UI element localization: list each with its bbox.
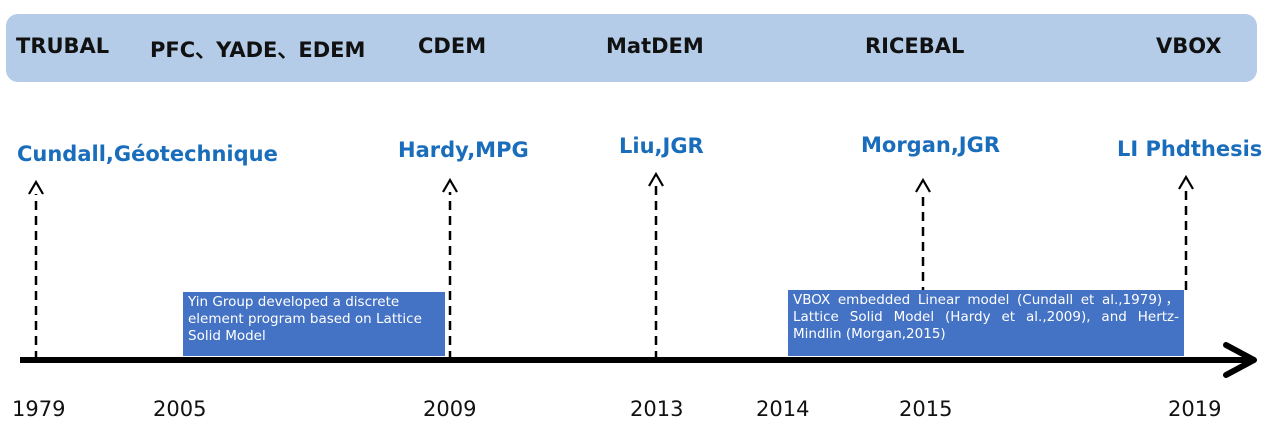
year-label: 2013 bbox=[630, 397, 684, 421]
publication-cundall: Cundall,Géotechnique bbox=[17, 142, 278, 166]
publication-li-phd: LI Phdthesis bbox=[1117, 137, 1263, 161]
software-vbox: VBOX bbox=[1156, 34, 1222, 58]
arrowhead-icon bbox=[648, 171, 664, 187]
year-label: 2014 bbox=[756, 397, 810, 421]
arrowhead-icon bbox=[1178, 174, 1194, 190]
year-label: 2005 bbox=[153, 397, 207, 421]
note-yin-group: Yin Group developed a discrete element p… bbox=[183, 292, 445, 356]
note-vbox: VBOX embedded Linear model (Cundall et a… bbox=[788, 290, 1184, 356]
publication-liu: Liu,JGR bbox=[619, 134, 704, 158]
publication-morgan: Morgan,JGR bbox=[861, 133, 1001, 157]
year-label: 1979 bbox=[12, 397, 66, 421]
arrowhead-icon bbox=[28, 179, 44, 195]
software-trubal: TRUBAL bbox=[16, 34, 110, 58]
year-label: 2009 bbox=[423, 397, 477, 421]
year-label: 2015 bbox=[899, 397, 953, 421]
publication-hardy: Hardy,MPG bbox=[398, 138, 529, 162]
software-cdem: CDEM bbox=[418, 34, 487, 58]
arrowhead-icon bbox=[442, 177, 458, 193]
software-ricebal: RICEBAL bbox=[865, 34, 965, 58]
software-banner bbox=[6, 14, 1257, 82]
arrowhead-icon bbox=[915, 177, 931, 193]
timeline-arrow-icon bbox=[1223, 342, 1257, 378]
software-pfc-yade-edem: PFC、YADE、EDEM bbox=[150, 38, 366, 62]
year-label: 2019 bbox=[1168, 397, 1222, 421]
software-matdem: MatDEM bbox=[606, 34, 704, 58]
